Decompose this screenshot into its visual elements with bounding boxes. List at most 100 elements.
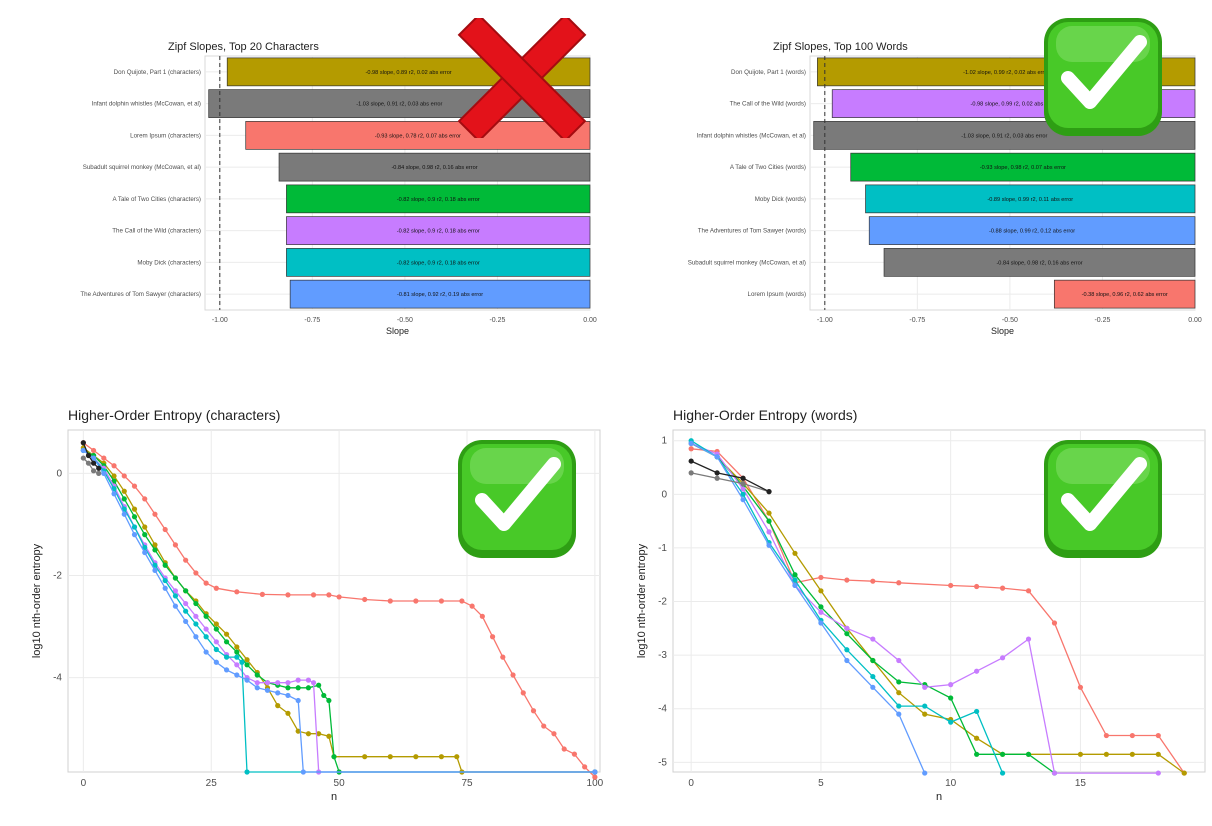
x-tick-label: 15: [1075, 778, 1087, 789]
x-tick-label: 0.00: [583, 317, 597, 324]
bar-value-label: -0.98 slope, 0.89 r2, 0.02 abs error: [366, 70, 452, 76]
x-tick-label: -1.00: [212, 317, 228, 324]
bar-value-label: -0.81 slope, 0.92 r2, 0.19 abs error: [397, 292, 483, 298]
series-line: [691, 472, 770, 493]
data-point: [183, 600, 189, 607]
data-point: [844, 647, 850, 653]
y-tick-label: -3: [658, 650, 667, 661]
data-point: [213, 585, 219, 591]
data-point: [285, 710, 291, 716]
x-tick-label: -0.75: [304, 317, 320, 324]
bar: [1053, 279, 1196, 309]
data-point: [121, 511, 127, 517]
data-point: [234, 589, 240, 595]
data-point: [974, 735, 980, 741]
data-point: [203, 613, 209, 619]
data-point: [254, 672, 260, 678]
bar-value-label: -0.98 slope, 0.99 r2, 0.02 abs error: [971, 102, 1057, 108]
data-point: [295, 677, 301, 683]
data-point: [1103, 751, 1109, 757]
data-point: [974, 708, 980, 715]
data-point: [295, 685, 301, 691]
data-point: [1155, 770, 1161, 776]
data-point: [131, 514, 138, 520]
data-point: [870, 657, 876, 664]
data-point: [244, 662, 250, 668]
zipf-characters-svg: Zipf Slopes, Top 20 Characters -1.00 -0.75…: [80, 41, 597, 336]
bar: [278, 152, 591, 182]
data-point: [766, 542, 772, 548]
data-point: [111, 473, 117, 479]
data-point: [183, 608, 189, 614]
x-tick-label: -0.75: [909, 317, 925, 324]
series-line: [82, 457, 99, 474]
data-point: [326, 697, 332, 704]
data-point: [111, 478, 117, 484]
data-point: [688, 446, 694, 452]
data-point: [285, 685, 291, 691]
bar-value-label: -1.02 slope, 0.99 r2, 0.02 abs error: [963, 70, 1049, 76]
data-point: [264, 680, 271, 686]
series-line: [82, 442, 596, 778]
bar: [286, 184, 591, 214]
data-point: [1155, 751, 1161, 757]
data-point: [234, 644, 240, 650]
data-point: [948, 682, 954, 688]
data-point: [183, 557, 189, 563]
data-point: [413, 598, 419, 604]
data-point: [80, 447, 86, 454]
bar: [289, 279, 591, 309]
data-point: [172, 542, 179, 548]
data-point: [688, 470, 694, 476]
category-label: The Adventures of Tom Sawyer (words): [698, 228, 806, 235]
data-point: [714, 470, 720, 476]
data-point: [193, 570, 199, 576]
bar: [245, 121, 591, 150]
data-point: [1103, 732, 1109, 739]
data-point: [172, 593, 179, 599]
data-point: [131, 483, 138, 489]
data-point: [896, 711, 902, 717]
data-point: [922, 703, 928, 709]
chart-title: Zipf Slopes, Top 100 Words: [773, 41, 908, 53]
data-point: [295, 728, 301, 734]
chart-title: Higher-Order Entropy (characters): [68, 407, 280, 423]
data-point: [203, 634, 209, 640]
check-badge-icon: [1044, 440, 1162, 558]
data-point: [275, 690, 281, 696]
data-point: [152, 562, 158, 568]
bar-value-label: -1.03 slope, 0.91 r2, 0.03 abs error: [961, 133, 1047, 139]
x-axis-label: Slope: [991, 326, 1014, 336]
data-point: [85, 452, 92, 459]
data-point: [413, 754, 419, 760]
x-tick-label: 25: [206, 778, 218, 789]
category-label: Lorem Ipsum (words): [748, 291, 806, 298]
data-point: [571, 751, 578, 757]
data-point: [90, 455, 97, 461]
data-point: [234, 662, 240, 668]
x-tick-label: -1.00: [817, 317, 833, 324]
data-point: [459, 598, 465, 604]
data-point: [96, 465, 102, 471]
data-point: [203, 626, 209, 632]
x-tick-label: -0.50: [397, 317, 413, 324]
category-label: Don Quijote, Part 1 (characters): [114, 69, 201, 76]
y-tick-label: 0: [56, 468, 62, 479]
bar-value-label: -0.84 slope, 0.98 r2, 0.16 abs error: [391, 165, 477, 171]
data-point: [479, 613, 485, 619]
data-point: [162, 585, 168, 591]
data-point: [844, 625, 850, 631]
data-point: [172, 575, 179, 581]
data-point: [896, 657, 902, 664]
x-tick-label: 5: [818, 778, 824, 789]
x-axis-label: n: [936, 791, 942, 803]
bar: [286, 248, 591, 277]
zipf-words-chart: Zipf Slopes, Top 100 Words -1.00 -0.75 -0.5…: [605, 30, 1205, 340]
data-point: [326, 733, 332, 739]
category-label: Moby Dick (words): [755, 196, 806, 203]
data-point: [142, 524, 148, 530]
bar-value-label: -0.84 slope, 0.98 r2, 0.16 abs error: [996, 260, 1082, 266]
data-point: [193, 621, 199, 627]
data-point: [948, 695, 954, 701]
category-label: Infant dolphin whistles (McCowan, et al): [92, 101, 201, 108]
